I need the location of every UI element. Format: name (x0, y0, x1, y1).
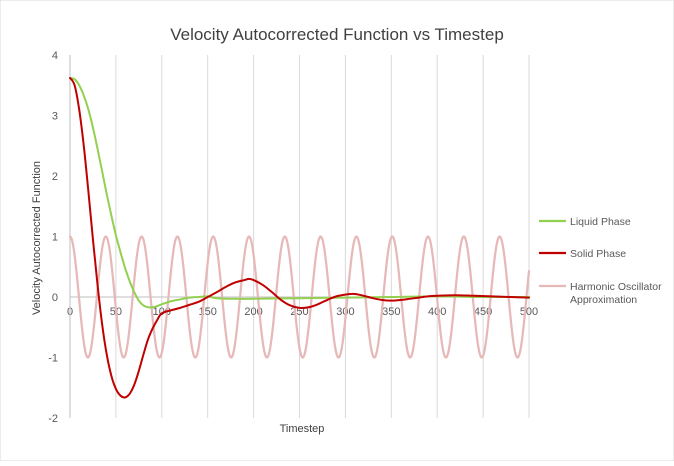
legend-label-harmonic-oscillator: Harmonic Oscillator Approximation (570, 281, 662, 306)
grid-layer (115, 55, 530, 418)
legend: Liquid Phase Solid Phase Harmonic Oscillat… (539, 216, 662, 306)
y-tick-label: -1 (48, 353, 58, 365)
series-line-liquid-phase (69, 76, 530, 309)
series-line-harmonic-oscillator (68, 235, 531, 359)
x-tick-label: 450 (474, 306, 492, 318)
legend-label-liquid-phase: Liquid Phase (570, 216, 631, 228)
chart-title: Velocity Autocorrected Function vs Times… (170, 25, 504, 44)
x-tick-label: 500 (520, 306, 538, 318)
y-tick-label: 1 (52, 232, 58, 244)
x-axis-title: Timestep (280, 423, 325, 435)
y-tick-label: 4 (52, 50, 58, 62)
series-layer (68, 76, 531, 399)
axis-layer: 05010015020025030035040045050043210-1-2 (48, 50, 538, 425)
series-line-solid-phase (69, 76, 530, 399)
x-tick-label: 350 (382, 306, 400, 318)
y-tick-label: -2 (48, 413, 58, 425)
y-tick-label: 0 (52, 292, 58, 304)
x-tick-label: 150 (199, 306, 217, 318)
legend-label-solid-phase: Solid Phase (570, 248, 626, 260)
y-tick-label: 3 (52, 111, 58, 123)
y-axis-title: Velocity Autocorrected Function (31, 161, 43, 315)
y-tick-label: 2 (52, 171, 58, 183)
x-tick-label: 400 (428, 306, 446, 318)
